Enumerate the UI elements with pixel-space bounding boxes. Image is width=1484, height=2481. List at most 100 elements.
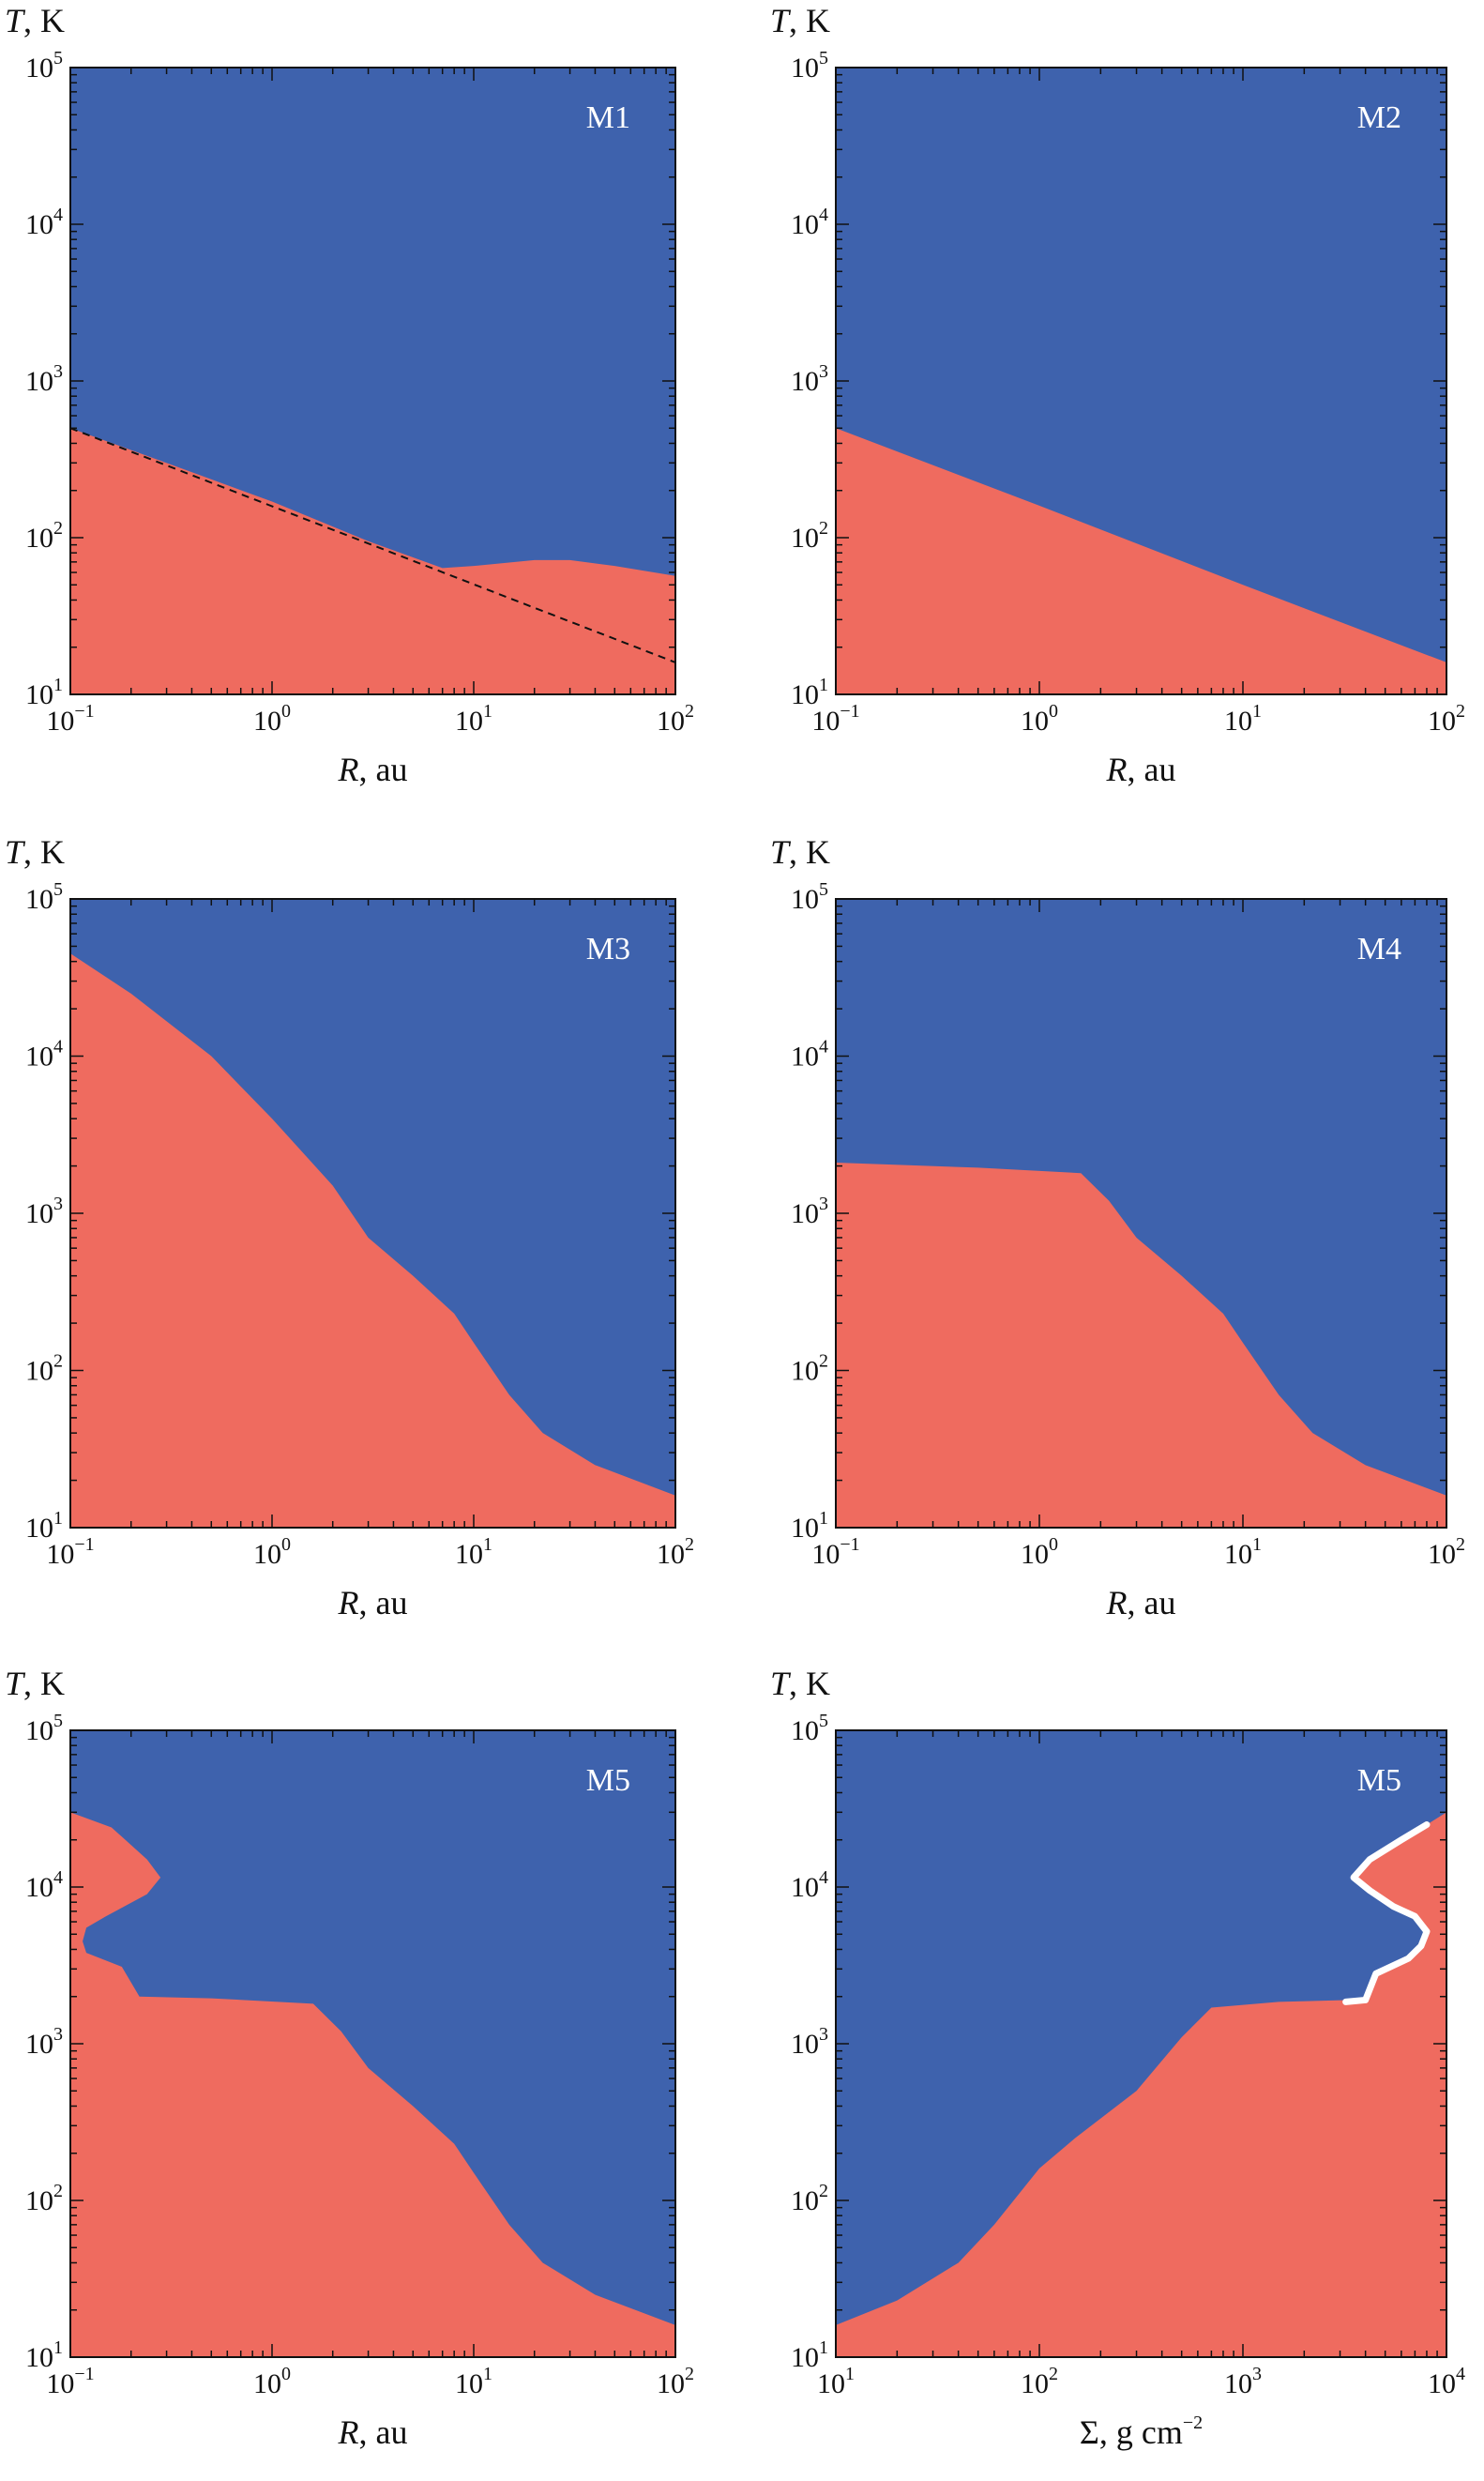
x-tick-label: 104 [1428, 2364, 1465, 2399]
y-tick-label: 103 [791, 1194, 828, 1229]
y-axis-label: T, K [5, 1665, 65, 1702]
y-tick-label: 103 [25, 2024, 63, 2060]
unstable-region [70, 428, 675, 694]
y-tick-label: 102 [25, 518, 63, 554]
axes-frame [835, 67, 1447, 695]
x-axis-label: R, au [338, 2413, 408, 2451]
y-axis-label: T, K [770, 833, 830, 871]
x-tick-label: 101 [1224, 701, 1262, 737]
y-tick-label: 103 [25, 1194, 63, 1229]
y-tick-label: 105 [25, 48, 63, 84]
x-tick-label: 10−1 [811, 1534, 859, 1570]
y-axis-label: T, K [770, 1665, 830, 1702]
x-axis-label: R, au [1106, 751, 1176, 788]
y-tick-label: 101 [791, 675, 828, 710]
x-tick-label: 102 [1428, 1534, 1465, 1570]
y-tick-label: 101 [791, 1508, 828, 1544]
unstable-region [836, 1812, 1446, 2357]
x-axis-label: R, au [1106, 1584, 1176, 1621]
x-tick-label: 10−1 [46, 2364, 94, 2399]
panel-1: 10−1 100 101 102 101 102 103 104 105 R, au T, K M1 [5, 2, 694, 788]
y-tick-label: 105 [791, 48, 828, 84]
y-tick-label: 104 [791, 205, 828, 240]
unstable-region [836, 1163, 1446, 1528]
x-tick-label: 102 [657, 701, 694, 737]
y-tick-label: 105 [25, 1711, 63, 1746]
y-tick-label: 105 [791, 879, 828, 915]
x-tick-label: 10−1 [46, 1534, 94, 1570]
plot-area [70, 899, 675, 1528]
y-axis-label: T, K [5, 833, 65, 871]
x-tick-label: 100 [253, 2364, 291, 2399]
axes-frame [835, 1729, 1447, 2358]
x-tick-label: 10−1 [811, 701, 859, 737]
y-tick-label: 101 [25, 1508, 63, 1544]
unstable-region [836, 428, 1446, 694]
x-axis-label: Σ, g cm−2 [1080, 2413, 1203, 2451]
y-tick-label: 102 [25, 2181, 63, 2216]
x-tick-label: 100 [1021, 701, 1058, 737]
tick-marks [835, 898, 1447, 1529]
y-axis-label: T, K [5, 2, 65, 39]
panel-label: M5 [586, 1763, 630, 1798]
panel-3: 10−1 100 101 102 101 102 103 104 105 R, au T, K M3 [5, 833, 694, 1621]
x-tick-label: 101 [455, 1534, 492, 1570]
y-tick-label: 104 [25, 205, 63, 240]
plot-area [836, 899, 1446, 1528]
axes-frame [69, 67, 676, 695]
y-tick-label: 102 [25, 1351, 63, 1387]
axes-frame [69, 898, 676, 1529]
x-tick-label: 101 [455, 2364, 492, 2399]
x-tick-label: 101 [455, 701, 492, 737]
unstable-region [70, 1812, 675, 2357]
panel-label: M4 [1357, 932, 1401, 967]
x-tick-label: 100 [253, 1534, 291, 1570]
x-axis-label: R, au [338, 1584, 408, 1621]
y-tick-label: 103 [25, 361, 63, 397]
white-boundary-line [1342, 1821, 1431, 2005]
dashed-reference-line [70, 427, 675, 663]
axes-frame [69, 1729, 676, 2358]
x-tick-label: 100 [1021, 1534, 1058, 1570]
y-tick-label: 103 [791, 361, 828, 397]
x-axis-label: R, au [338, 751, 408, 788]
plot-area [70, 68, 675, 694]
y-tick-label: 102 [791, 518, 828, 554]
y-axis-label: T, K [770, 2, 830, 39]
panel-5: 10−1 100 101 102 101 102 103 104 105 R, au T, K M5 [5, 1665, 694, 2451]
x-tick-label: 102 [657, 1534, 694, 1570]
y-tick-label: 101 [25, 675, 63, 710]
panel-6: 101 102 103 104 101 102 103 104 105 Σ, g cm−2 T, K… [770, 1665, 1465, 2451]
panel-label: M2 [1357, 100, 1401, 135]
x-tick-label: 102 [657, 2364, 694, 2399]
y-tick-label: 104 [791, 1867, 828, 1903]
unstable-region [70, 953, 675, 1528]
y-tick-label: 101 [791, 2337, 828, 2373]
x-tick-label: 100 [253, 701, 291, 737]
tick-marks [835, 1729, 1447, 2358]
y-tick-label: 101 [25, 2337, 63, 2373]
x-tick-label: 101 [1224, 1534, 1262, 1570]
panel-label: M3 [586, 932, 630, 967]
y-tick-label: 102 [791, 1351, 828, 1387]
y-tick-label: 105 [25, 879, 63, 915]
plot-area [70, 1730, 675, 2357]
x-tick-label: 102 [1021, 2364, 1058, 2399]
panel-4: 10−1 100 101 102 101 102 103 104 105 R, au T, K M4 [770, 833, 1465, 1621]
y-tick-label: 102 [791, 2181, 828, 2216]
panel-label: M5 [1357, 1763, 1401, 1798]
axes-frame [835, 898, 1447, 1529]
x-tick-label: 101 [817, 2364, 855, 2399]
y-tick-label: 104 [25, 1037, 63, 1073]
y-tick-label: 105 [791, 1711, 828, 1746]
y-tick-label: 103 [791, 2024, 828, 2060]
plot-area [836, 68, 1446, 694]
panel-2: 10−1 100 101 102 101 102 103 104 105 R, au T, K M2 [770, 2, 1465, 788]
y-tick-label: 104 [25, 1867, 63, 1903]
x-tick-label: 103 [1224, 2364, 1262, 2399]
x-tick-label: 102 [1428, 701, 1465, 737]
plot-area [836, 1730, 1446, 2357]
y-tick-label: 104 [791, 1037, 828, 1073]
x-tick-label: 10−1 [46, 701, 94, 737]
